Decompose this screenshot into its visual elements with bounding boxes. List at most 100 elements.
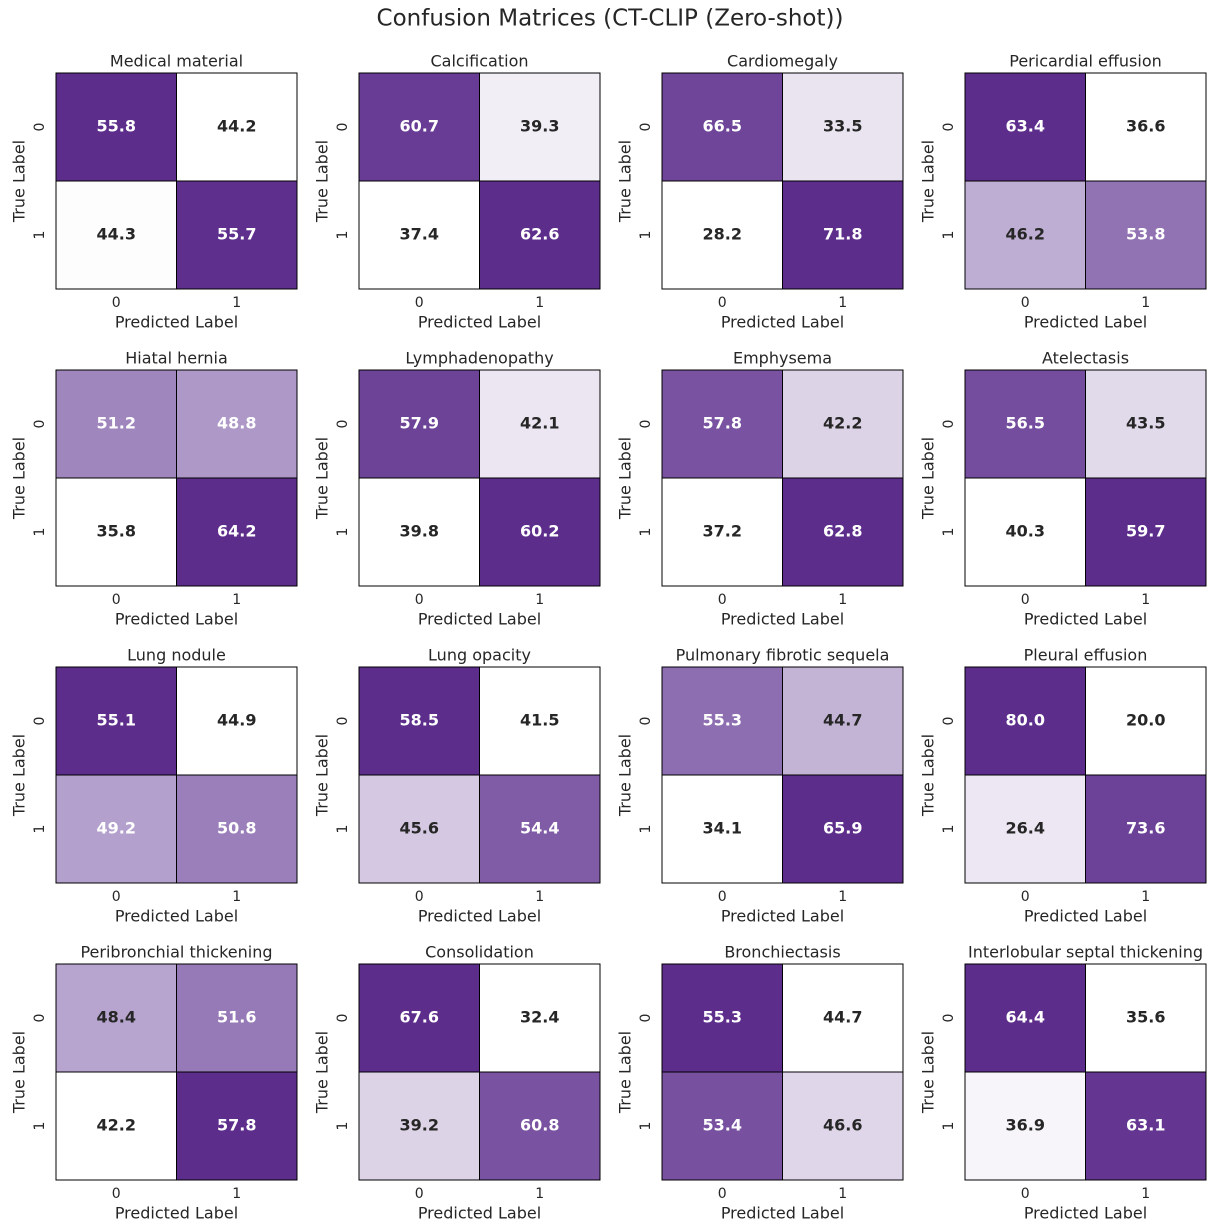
y-tick-label: 0 <box>941 717 957 726</box>
panel-title: Lung opacity <box>428 646 531 665</box>
heatmap-cell <box>1085 180 1207 290</box>
panel-frame <box>358 369 601 587</box>
x-axis-label: Predicted Label <box>115 313 238 332</box>
panel-title: Pulmonary fibrotic sequela <box>676 646 890 665</box>
y-tick-label: 0 <box>32 717 48 726</box>
y-tick-label: 1 <box>941 825 957 834</box>
cell-label: 28.2 <box>703 225 742 244</box>
cell-label: 51.2 <box>97 414 136 433</box>
panel-frame <box>661 72 904 290</box>
heatmap-panel: Calcification 60.7 39.3 37.4 62.6 0 0 1 1 Predict… <box>313 52 601 332</box>
y-tick-label: 1 <box>32 231 48 240</box>
heatmap-cell <box>964 963 1086 1073</box>
x-tick-label: 0 <box>1021 1186 1030 1202</box>
heatmap-cell <box>55 1071 177 1181</box>
cell-label: 40.3 <box>1006 522 1045 541</box>
heatmap-cell <box>782 1071 904 1181</box>
cell-label: 67.6 <box>400 1008 439 1027</box>
x-tick-label: 0 <box>415 592 424 608</box>
cell-label: 55.3 <box>703 1008 742 1027</box>
y-tick-label: 0 <box>638 123 654 132</box>
panel-title: Pericardial effusion <box>1009 52 1162 71</box>
heatmap-cell <box>964 774 1086 884</box>
cell-label: 45.6 <box>400 819 439 838</box>
x-axis-label: Predicted Label <box>418 313 541 332</box>
cell-label: 37.4 <box>400 225 439 244</box>
cell-label: 37.2 <box>703 522 742 541</box>
heatmap-cell <box>1085 963 1207 1073</box>
y-tick-label: 1 <box>335 231 351 240</box>
heatmap-cell <box>661 477 783 587</box>
y-tick-label: 0 <box>335 717 351 726</box>
cell-label: 57.9 <box>400 414 439 433</box>
cell-label: 42.2 <box>97 1116 136 1135</box>
y-axis-label: True Label <box>919 734 938 817</box>
cell-label: 35.8 <box>97 522 136 541</box>
y-axis-label: True Label <box>10 1031 29 1114</box>
y-tick-label: 1 <box>638 528 654 537</box>
x-tick-label: 1 <box>1141 295 1150 311</box>
x-tick-label: 0 <box>718 1186 727 1202</box>
cell-label: 54.4 <box>520 819 559 838</box>
cell-label: 60.7 <box>400 117 439 136</box>
panel-frame <box>964 72 1207 290</box>
cell-label: 57.8 <box>217 1116 256 1135</box>
panel-title: Lymphadenopathy <box>405 349 553 368</box>
cell-label: 43.5 <box>1126 414 1165 433</box>
cell-label: 44.3 <box>97 225 136 244</box>
heatmap-cell <box>782 666 904 776</box>
y-tick-label: 1 <box>32 825 48 834</box>
heatmap-panel: Bronchiectasis 55.3 44.7 53.4 46.6 0 0 1 1 Predic… <box>616 943 904 1223</box>
cell-label: 41.5 <box>520 711 559 730</box>
y-tick-label: 0 <box>638 1014 654 1023</box>
cell-label: 39.8 <box>400 522 439 541</box>
heatmap-cell <box>358 369 480 479</box>
heatmap-cell <box>661 369 783 479</box>
heatmap-cell <box>661 180 783 290</box>
heatmap-panel: Pulmonary fibrotic sequela 55.3 44.7 34.1 65… <box>616 646 904 926</box>
x-tick-label: 0 <box>718 592 727 608</box>
x-tick-label: 0 <box>1021 592 1030 608</box>
x-tick-label: 1 <box>232 889 241 905</box>
x-tick-label: 0 <box>112 295 121 311</box>
y-axis-label: True Label <box>616 1031 635 1114</box>
heatmap-panel: Medical material 55.8 44.2 44.3 55.7 0 0 1 1 Pred… <box>10 52 298 332</box>
heatmap-panel: Cardiomegaly 66.5 33.5 28.2 71.8 0 0 1 1 Predicte… <box>616 52 904 332</box>
x-axis-label: Predicted Label <box>1024 1204 1147 1223</box>
heatmap-cell <box>1085 1071 1207 1181</box>
cell-label: 44.7 <box>823 1008 862 1027</box>
heatmap-cell <box>964 666 1086 776</box>
cell-label: 44.9 <box>217 711 256 730</box>
panel-title: Calcification <box>431 52 529 71</box>
heatmap-panel: Lung opacity 58.5 41.5 45.6 54.4 0 0 1 1 Predicte… <box>313 646 601 926</box>
x-tick-label: 0 <box>112 1186 121 1202</box>
cell-label: 55.8 <box>97 117 136 136</box>
y-tick-label: 1 <box>941 231 957 240</box>
x-tick-label: 0 <box>415 889 424 905</box>
heatmap-cell <box>479 477 601 587</box>
cell-label: 53.4 <box>703 1116 742 1135</box>
heatmap-cell <box>358 477 480 587</box>
x-tick-label: 1 <box>838 889 847 905</box>
panel-title: Peribronchial thickening <box>80 943 272 962</box>
heatmap-cell <box>479 666 601 776</box>
figure-title: Confusion Matrices (CT-CLIP (Zero-shot)) <box>377 6 844 32</box>
x-axis-label: Predicted Label <box>115 610 238 629</box>
heatmap-cell <box>176 666 298 776</box>
panel-title: Lung nodule <box>127 646 226 665</box>
x-axis-label: Predicted Label <box>418 907 541 926</box>
cell-label: 44.2 <box>217 117 256 136</box>
heatmap-panel: Emphysema 57.8 42.2 37.2 62.8 0 0 1 1 Predicted L… <box>616 349 904 629</box>
y-tick-label: 0 <box>335 420 351 429</box>
cell-label: 42.2 <box>823 414 862 433</box>
y-tick-label: 1 <box>638 825 654 834</box>
panel-frame <box>358 666 601 884</box>
x-axis-label: Predicted Label <box>115 907 238 926</box>
y-tick-label: 0 <box>941 420 957 429</box>
y-tick-label: 0 <box>335 123 351 132</box>
cell-label: 32.4 <box>520 1008 559 1027</box>
cell-label: 73.6 <box>1126 819 1165 838</box>
heatmap-cell <box>782 180 904 290</box>
cell-label: 55.3 <box>703 711 742 730</box>
